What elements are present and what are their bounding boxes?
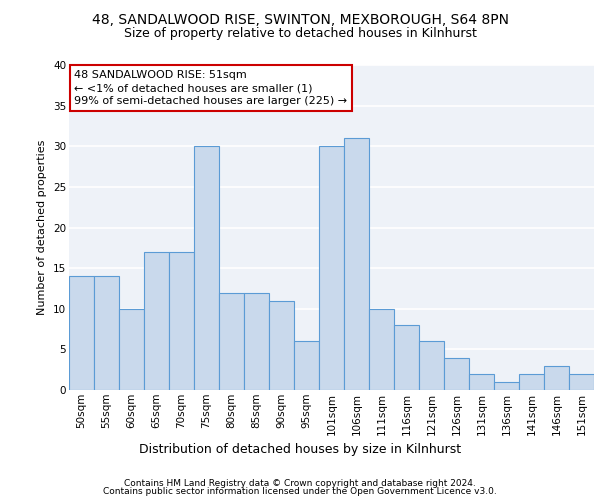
- Text: Size of property relative to detached houses in Kilnhurst: Size of property relative to detached ho…: [124, 28, 476, 40]
- Bar: [519, 374, 544, 390]
- Text: Distribution of detached houses by size in Kilnhurst: Distribution of detached houses by size …: [139, 442, 461, 456]
- Text: Contains public sector information licensed under the Open Government Licence v3: Contains public sector information licen…: [103, 487, 497, 496]
- Bar: [69, 276, 94, 390]
- Bar: [144, 252, 169, 390]
- Bar: [569, 374, 594, 390]
- Bar: [494, 382, 519, 390]
- Text: 48, SANDALWOOD RISE, SWINTON, MEXBOROUGH, S64 8PN: 48, SANDALWOOD RISE, SWINTON, MEXBOROUGH…: [91, 12, 509, 26]
- Bar: [244, 292, 269, 390]
- Bar: [444, 358, 469, 390]
- Bar: [319, 146, 344, 390]
- Bar: [369, 308, 394, 390]
- Bar: [469, 374, 494, 390]
- Text: Contains HM Land Registry data © Crown copyright and database right 2024.: Contains HM Land Registry data © Crown c…: [124, 478, 476, 488]
- Y-axis label: Number of detached properties: Number of detached properties: [37, 140, 47, 315]
- Bar: [419, 341, 444, 390]
- Text: 48 SANDALWOOD RISE: 51sqm
← <1% of detached houses are smaller (1)
99% of semi-d: 48 SANDALWOOD RISE: 51sqm ← <1% of detac…: [74, 70, 347, 106]
- Bar: [294, 341, 319, 390]
- Bar: [394, 325, 419, 390]
- Bar: [119, 308, 144, 390]
- Bar: [169, 252, 194, 390]
- Bar: [269, 300, 294, 390]
- Bar: [194, 146, 219, 390]
- Bar: [219, 292, 244, 390]
- Bar: [94, 276, 119, 390]
- Bar: [344, 138, 369, 390]
- Bar: [544, 366, 569, 390]
